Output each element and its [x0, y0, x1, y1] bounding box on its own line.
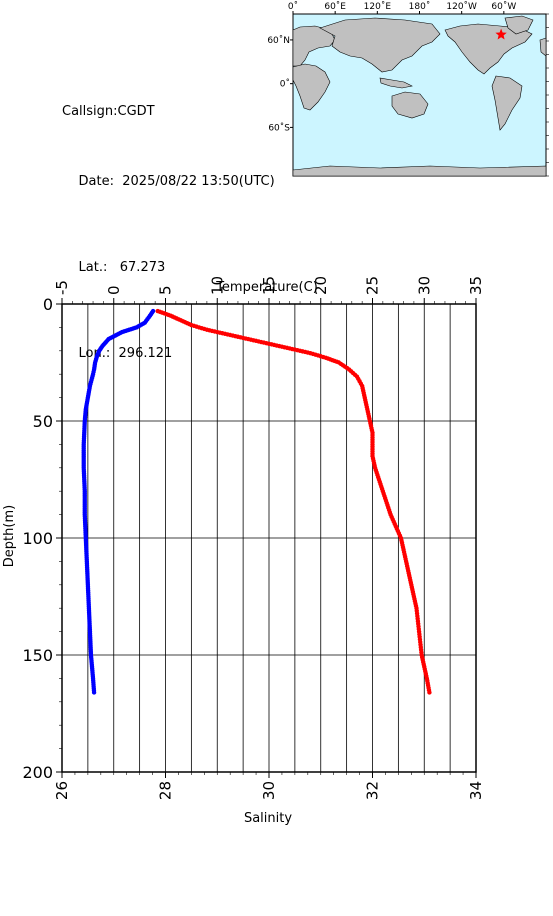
map-land-south-america [491, 75, 523, 131]
lon-value: 296.121 [118, 346, 173, 361]
map-lon-tick-label: 60˚W [491, 1, 516, 12]
map-lon-tick-label: 0˚ [288, 1, 298, 12]
map-lat-tick-label: 0˚ [280, 79, 290, 90]
map-lon-tick-label: 60˚E [324, 1, 346, 12]
map-land-europe-west [539, 37, 547, 57]
map-station-marker [495, 28, 507, 40]
temperature-tick-label: 10 [208, 276, 226, 295]
map-land-australia [391, 91, 429, 119]
temperature-axis-title: Temperature(C) [215, 280, 318, 295]
chart-grid [61, 303, 477, 773]
depth-tick-label: 100 [22, 529, 53, 548]
salinity-tick-label: 34 [467, 781, 485, 800]
salinity-axis-title: Salinity [244, 811, 292, 826]
map-land-asia [319, 17, 441, 73]
map-land-africa [292, 63, 331, 111]
map-lon-tick-label: 180˚ [409, 1, 431, 12]
callsign-text: Callsign:CGDT [62, 104, 155, 119]
temperature-tick-label: 30 [415, 276, 433, 295]
salinity-tick-label: 32 [364, 781, 382, 800]
map-lat-tick-label: 60˚S [268, 122, 290, 133]
temperature-tick-label: -5 [53, 280, 71, 295]
temperature-axis-ticks: -5 0 5 10 15 20 25 30 35 [53, 276, 485, 304]
date-label: Date: [78, 174, 114, 189]
depth-tick-label: 150 [22, 646, 53, 665]
map-land-greenland [504, 15, 534, 35]
depth-axis-ticks: 0 50 100 150 200 [22, 295, 62, 782]
profile-chart: Temperature(C) Salinity Depth(m) -5 0 5 10 1… [2, 276, 485, 826]
salinity-tick-label: 26 [53, 781, 71, 800]
temperature-tick-label: 35 [467, 276, 485, 295]
depth-tick-label: 0 [43, 295, 53, 314]
temperature-tick-label: 20 [312, 276, 330, 295]
series-layer [81, 308, 432, 695]
temperature-tick-label: 5 [157, 285, 175, 295]
depth-tick-label: 200 [22, 763, 53, 782]
lat-label: Lat.: [78, 260, 108, 275]
salinity-tick-label: 28 [157, 781, 175, 800]
map-lon-tick-label: 120˚E [364, 1, 392, 12]
temperature-tick-label: 15 [260, 276, 278, 295]
lat-value: 67.273 [119, 260, 166, 275]
map-lon-tick-label: 120˚W [446, 1, 477, 12]
salinity-line [157, 310, 430, 693]
map-land [292, 15, 547, 177]
temperature-tick-label: 25 [364, 276, 382, 295]
station-star-icon [495, 28, 507, 40]
map-land-north-america [444, 23, 533, 75]
location-map: 0˚ 60˚E 120˚E 180˚ 120˚W 60˚W 60˚N 0˚ 60˚S [267, 1, 549, 177]
date-value: 2025/08/22 13:50(UTC) [122, 174, 275, 189]
station-info: Callsign:CGDT Date: 2025/08/22 13:50(UTC… [62, 72, 275, 394]
salinity-axis-ticks: 26 28 30 32 34 [53, 772, 485, 800]
lat-row: Lat.: 67.273 [62, 244, 275, 292]
date-row: Date: 2025/08/22 13:50(UTC) [62, 158, 275, 206]
map-land-antarctica [292, 165, 547, 177]
map-land-indonesia [379, 77, 413, 89]
salinity-point [427, 690, 432, 695]
map-lat-tick-label: 60˚N [267, 35, 290, 46]
temperature-series [81, 308, 156, 695]
salinity-series [155, 308, 432, 695]
temperature-point [91, 690, 97, 695]
depth-axis-title: Depth(m) [2, 505, 17, 567]
temperature-tick-label: 0 [105, 285, 123, 295]
depth-tick-label: 50 [33, 412, 53, 431]
salinity-tick-label: 30 [260, 781, 278, 800]
